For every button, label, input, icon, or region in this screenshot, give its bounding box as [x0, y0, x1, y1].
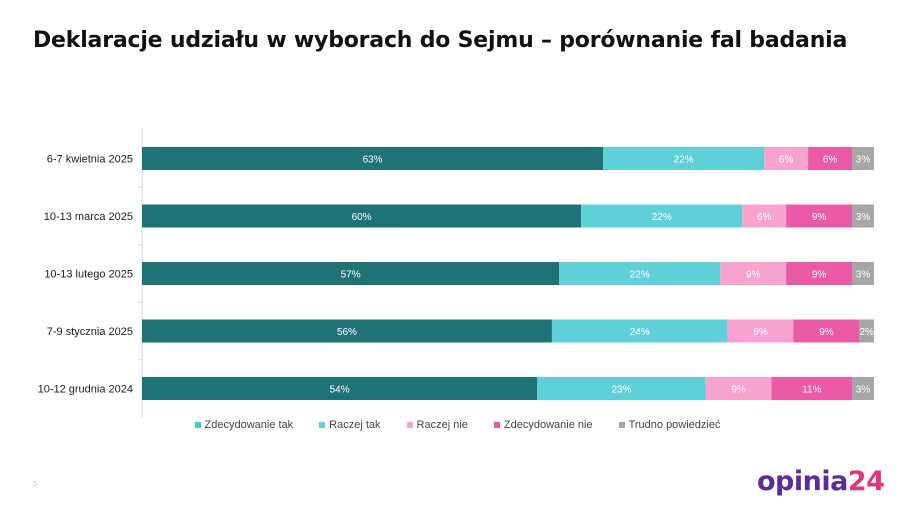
data-label: 54% — [330, 385, 350, 396]
legend-swatch — [618, 422, 625, 428]
bar-segment — [786, 204, 853, 228]
bar-segment — [808, 147, 853, 170]
data-label: 9% — [819, 327, 834, 338]
bar-segment — [142, 204, 582, 228]
legend-label: Zdecydowanie nie — [503, 419, 593, 431]
data-label: 56% — [337, 327, 357, 338]
category-label: 10-13 lutego 2025 — [44, 269, 133, 281]
bar-segment — [551, 319, 728, 343]
category-label: 7-9 stycznia 2025 — [47, 326, 133, 338]
legend-swatch — [194, 422, 201, 428]
bar-segment — [764, 147, 809, 170]
data-label: 24% — [630, 327, 650, 338]
data-label: 3% — [856, 212, 871, 223]
data-label: 9% — [753, 327, 768, 338]
legend-swatch — [406, 422, 413, 428]
legend-swatch — [493, 422, 500, 428]
data-label: 3% — [856, 385, 871, 396]
bar-segment — [705, 377, 772, 400]
bar-segment — [720, 262, 787, 285]
legend-item: Zdecydowanie nie — [493, 419, 593, 431]
bar-segment — [852, 147, 874, 170]
data-label: 22% — [674, 155, 694, 166]
data-label: 11% — [802, 385, 821, 396]
data-label: 9% — [812, 212, 827, 223]
legend-label: Trudno powiedzieć — [628, 419, 721, 431]
bar-segment — [537, 377, 706, 400]
bar-segment — [142, 147, 604, 170]
data-label: 9% — [746, 270, 761, 281]
data-label: 22% — [630, 270, 650, 281]
bar-segment — [852, 204, 874, 228]
legend-item: Raczej nie — [406, 419, 468, 431]
bar-segment — [727, 319, 794, 343]
data-label: 3% — [856, 155, 871, 166]
bar-segment — [581, 204, 743, 228]
bar-segment — [142, 377, 538, 400]
bar-segment — [852, 262, 874, 285]
legend-item: Raczej tak — [319, 419, 381, 431]
data-label: 60% — [352, 212, 372, 223]
logo-text: opinia — [757, 466, 848, 497]
opinia24-logo: opinia24 — [757, 466, 885, 497]
category-label: 10-13 marca 2025 — [44, 211, 133, 223]
chart-legend: Zdecydowanie tak Raczej tak Raczej nie Zdec… — [0, 419, 915, 431]
bar-segment — [852, 377, 874, 400]
data-label: 9% — [812, 270, 827, 281]
legend-label: Zdecydowanie tak — [204, 419, 294, 431]
legend-label: Raczej tak — [329, 419, 381, 431]
category-label: 6-7 kwietnia 2025 — [47, 154, 133, 166]
bar-segment — [742, 204, 787, 228]
data-label: 23% — [611, 385, 631, 396]
data-label: 6% — [757, 212, 772, 223]
legend-label: Raczej nie — [416, 419, 468, 431]
data-label: 63% — [363, 155, 383, 166]
page-title: Deklaracje udziału w wyborach do Sejmu –… — [33, 28, 848, 53]
legend-item: Zdecydowanie tak — [194, 419, 294, 431]
data-label: 3% — [856, 270, 871, 281]
bar-segment — [859, 319, 874, 343]
bar-segment — [786, 262, 853, 285]
bar-segment — [793, 319, 860, 343]
page-number: 5 — [33, 481, 37, 488]
bar-segment — [142, 319, 552, 343]
data-label: 57% — [341, 270, 361, 281]
bar-segment — [142, 262, 560, 285]
bar-segment — [559, 262, 721, 285]
data-label: 6% — [823, 155, 838, 166]
bar-segment — [771, 377, 853, 400]
data-label: 9% — [731, 385, 746, 396]
data-label: 2% — [859, 327, 874, 338]
category-label: 10-12 grudnia 2024 — [38, 384, 133, 396]
legend-item: Trudno powiedzieć — [618, 419, 721, 431]
bar-segment — [603, 147, 765, 170]
data-label: 22% — [652, 212, 672, 223]
legend-swatch — [319, 422, 326, 428]
data-label: 6% — [779, 155, 794, 166]
logo-suffix: 24 — [847, 466, 885, 497]
